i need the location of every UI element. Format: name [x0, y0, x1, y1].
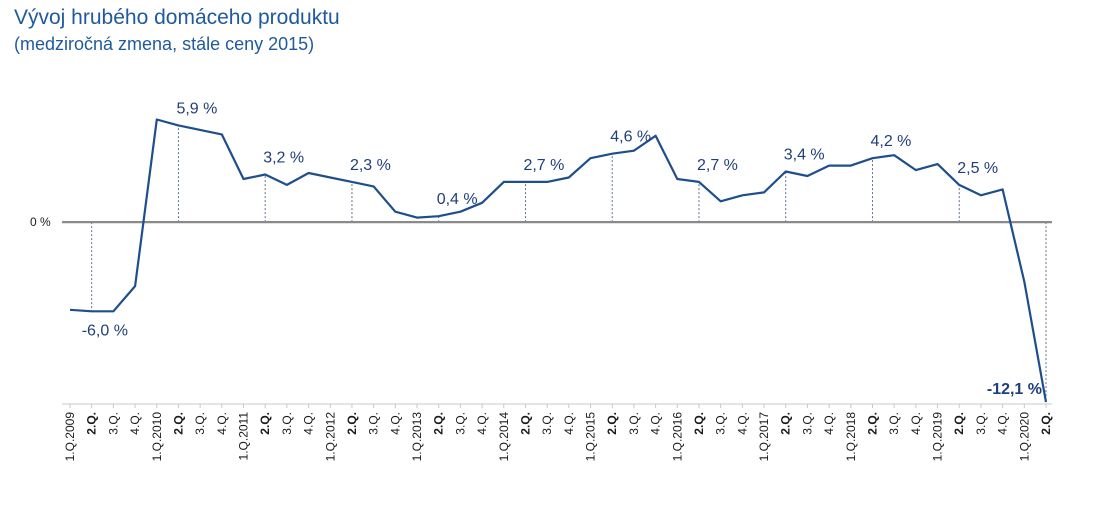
- x-tick-label: 4.Q.: [388, 412, 402, 435]
- x-tick-label: 1.Q.2010: [150, 412, 164, 462]
- data-label: 2,3 %: [350, 157, 391, 174]
- x-tick-label: 4.Q.: [909, 412, 923, 435]
- drop-lines: [91, 125, 1047, 403]
- x-tick-label: 4.Q.: [128, 412, 142, 435]
- data-label: 2,7 %: [523, 157, 564, 174]
- x-tick-label: 3.Q.: [367, 412, 381, 435]
- x-tick-label: 4.Q.: [649, 412, 663, 435]
- x-tick-label: 2.Q.: [171, 412, 185, 435]
- data-label: 4,6 %: [610, 129, 651, 146]
- x-tick-label: 2.Q.: [865, 412, 879, 435]
- x-tick-label: 3.Q.: [193, 412, 207, 435]
- zero-label: 0 %: [30, 215, 51, 229]
- x-tick-label: 1.Q.2017: [757, 412, 771, 462]
- data-label: 4,2 %: [870, 133, 911, 150]
- x-tick-label: 3.Q.: [540, 412, 554, 435]
- data-label: 0,4 %: [437, 191, 478, 208]
- x-tick-label: 1.Q.2012: [323, 412, 337, 462]
- x-tick-label: 1.Q.2019: [931, 412, 945, 462]
- data-label: -6,0 %: [82, 322, 128, 339]
- x-tick-label: 1.Q.2014: [497, 412, 511, 462]
- x-tick-label: 2.Q.: [779, 412, 793, 435]
- x-tick-label: 3.Q.: [887, 412, 901, 435]
- x-tick-label: 2.Q.: [1039, 412, 1053, 435]
- chart-title: Vývoj hrubého domáceho produktu: [14, 6, 340, 29]
- x-tick-label: 2.Q.: [345, 412, 359, 435]
- data-label: -12,1 %: [987, 381, 1042, 398]
- x-tick-label: 3.Q.: [627, 412, 641, 435]
- data-labels: -6,0 % 5,9 % 3,2 % 2,3 % 0,4 % 2,7 % 4,6 % 2,7 …: [82, 100, 1042, 398]
- x-tick-label: 3.Q.: [453, 412, 467, 435]
- x-tick-label: 2.Q.: [605, 412, 619, 435]
- x-tick-label: 2.Q.: [952, 412, 966, 435]
- x-tick-label: 3.Q.: [974, 412, 988, 435]
- data-label: 2,7 %: [697, 157, 738, 174]
- x-tick-label: 3.Q.: [800, 412, 814, 435]
- x-tick-label: 4.Q.: [215, 412, 229, 435]
- x-tick-label: 1.Q.2015: [584, 412, 598, 462]
- gdp-line: [69, 118, 1048, 403]
- data-label: 3,2 %: [263, 150, 304, 167]
- chart-subtitle: (medziročná zmena, stále ceny 2015): [14, 34, 315, 54]
- x-tick-label: 4.Q.: [735, 412, 749, 435]
- x-tick-label: 4.Q.: [822, 412, 836, 435]
- x-tick-label: 1.Q.2018: [844, 412, 858, 462]
- x-tick-label: 4.Q.: [562, 412, 576, 435]
- x-tick-label: 3.Q.: [714, 412, 728, 435]
- x-tick-label: 1.Q.2016: [670, 412, 684, 462]
- x-tick-label: 2.Q.: [258, 412, 272, 435]
- x-tick-label: 2.Q.: [85, 412, 99, 435]
- x-tick-label: 1.Q.2013: [410, 412, 424, 462]
- data-label: 5,9 %: [176, 100, 217, 117]
- x-tick-label: 3.Q.: [106, 412, 120, 435]
- x-tick-label: 4.Q.: [996, 412, 1010, 435]
- x-tick-label: 2.Q.: [692, 412, 706, 435]
- x-axis-ticks: 1.Q.2009 2.Q. 3.Q. 4.Q. 1.Q.2010 2.Q. 3.Q. 4.Q.…: [63, 404, 1053, 461]
- axes: 0 %: [30, 215, 1052, 405]
- x-tick-label: 3.Q.: [280, 412, 294, 435]
- x-tick-label: 2.Q.: [432, 412, 446, 435]
- data-label: 2,5 %: [957, 160, 998, 177]
- x-tick-label: 1.Q.2011: [237, 412, 251, 461]
- x-tick-label: 1.Q.2020: [1017, 412, 1031, 462]
- x-tick-label: 2.Q.: [518, 412, 532, 435]
- gdp-series: [69, 118, 1048, 403]
- data-label: 3,4 %: [784, 147, 825, 164]
- x-tick-label: 1.Q.2009: [63, 412, 77, 462]
- x-tick-label: 4.Q.: [475, 412, 489, 435]
- x-tick-label: 4.Q.: [302, 412, 316, 435]
